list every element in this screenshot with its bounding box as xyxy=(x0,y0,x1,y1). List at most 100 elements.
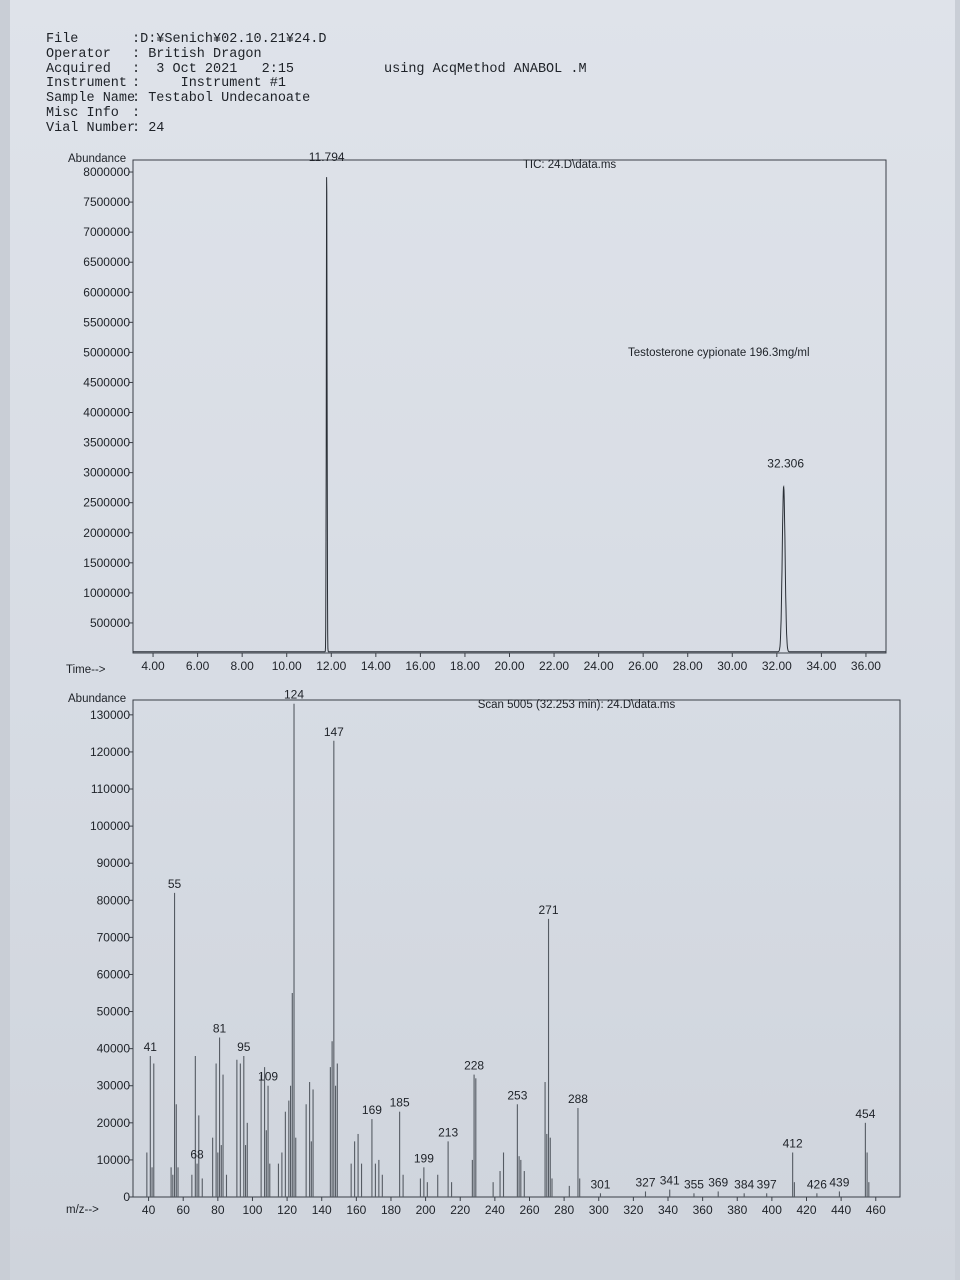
x-tick-label: 340 xyxy=(658,1203,678,1217)
peak-label: 355 xyxy=(684,1177,704,1191)
y-tick-label: 30000 xyxy=(97,1079,131,1093)
y-tick-label: 0 xyxy=(123,1190,130,1204)
peak-label: 397 xyxy=(757,1177,777,1191)
plot-frame xyxy=(132,159,887,654)
header-key: Acquired xyxy=(46,61,111,77)
peak-label: 412 xyxy=(783,1136,803,1150)
y-tick-label: 2500000 xyxy=(83,496,130,510)
report-header: File:D:¥Senich¥02.10.21¥24.D Operator : Br… xyxy=(46,32,587,137)
x-tick-label: 40 xyxy=(142,1203,156,1217)
y-tick-label: 2000000 xyxy=(83,526,130,540)
y-tick-label: 6000000 xyxy=(83,285,130,299)
x-tick-label: 80 xyxy=(211,1203,225,1217)
header-row: Instrument: Instrument #1 xyxy=(46,77,587,92)
header-key: Operator xyxy=(46,46,111,62)
x-tick-label: 140 xyxy=(312,1203,332,1217)
x-tick-label: 34.00 xyxy=(806,659,836,673)
peak-label: 439 xyxy=(829,1175,849,1189)
chart-title: TIC: 24.D\data.ms xyxy=(523,159,617,171)
x-tick-label: 20.00 xyxy=(494,659,524,673)
peak-label: 147 xyxy=(324,725,344,739)
x-tick-label: 120 xyxy=(277,1203,297,1217)
x-tick-label: 400 xyxy=(762,1203,782,1217)
y-tick-label: 4500000 xyxy=(83,375,130,389)
y-tick-label: 5500000 xyxy=(83,315,130,329)
header-value: : Instrument #1 xyxy=(132,76,286,92)
x-tick-label: 32.00 xyxy=(762,659,792,673)
y-tick-label: 1000000 xyxy=(83,586,130,600)
peak-label: 288 xyxy=(568,1092,588,1106)
header-key: Vial Number xyxy=(46,120,136,136)
paper-sheet xyxy=(10,0,955,1280)
header-row: Sample Name: Testabol Undecanoate xyxy=(46,91,587,107)
y-tick-label: 10000 xyxy=(97,1153,131,1167)
y-tick-label: 60000 xyxy=(97,967,131,981)
x-tick-label: 28.00 xyxy=(673,659,703,673)
peak-label: 454 xyxy=(855,1107,875,1121)
header-row: Misc Info: xyxy=(46,105,587,122)
peak-label: 341 xyxy=(660,1174,680,1188)
peak-label: 327 xyxy=(635,1175,655,1189)
peak-label: 124 xyxy=(284,688,304,702)
y-tick-label: 8000000 xyxy=(83,165,130,179)
header-key: Instrument xyxy=(46,76,128,92)
y-tick-label: 1500000 xyxy=(83,556,130,570)
x-axis-label: Time--> xyxy=(66,664,106,676)
y-tick-label: 40000 xyxy=(97,1042,131,1056)
y-tick-label: 50000 xyxy=(97,1005,131,1019)
peak-label: 271 xyxy=(539,903,559,917)
peak-label: 109 xyxy=(258,1070,278,1084)
header-key: Misc Info xyxy=(46,105,119,121)
header-value: : xyxy=(132,105,141,121)
header-row: File:D:¥Senich¥02.10.21¥24.D xyxy=(46,32,587,48)
peak-label: 95 xyxy=(237,1040,251,1054)
y-axis-label: Abundance xyxy=(68,153,126,165)
x-tick-label: 440 xyxy=(831,1203,851,1217)
x-tick-label: 30.00 xyxy=(717,659,747,673)
x-tick-label: 100 xyxy=(242,1203,262,1217)
y-tick-label: 100000 xyxy=(90,819,130,833)
peak-label: 55 xyxy=(168,877,182,891)
y-tick-label: 80000 xyxy=(97,893,131,907)
peak-label: 369 xyxy=(708,1175,728,1189)
peak-annotation: Testosterone cypionate 196.3mg/ml xyxy=(628,347,810,359)
x-tick-label: 300 xyxy=(589,1203,609,1217)
y-tick-label: 6500000 xyxy=(83,255,130,269)
x-tick-label: 240 xyxy=(485,1203,505,1217)
header-value: : British Dragon xyxy=(132,46,262,62)
x-tick-label: 260 xyxy=(519,1203,539,1217)
x-tick-label: 22.00 xyxy=(539,659,569,673)
y-tick-label: 20000 xyxy=(97,1116,131,1130)
x-tick-label: 360 xyxy=(693,1203,713,1217)
peak-label: 228 xyxy=(464,1059,484,1073)
x-tick-label: 380 xyxy=(727,1203,747,1217)
x-tick-label: 4.00 xyxy=(141,659,165,673)
y-tick-label: 7000000 xyxy=(83,225,130,239)
x-tick-label: 26.00 xyxy=(628,659,658,673)
peak-label: 68 xyxy=(190,1148,204,1162)
peak-label: 301 xyxy=(590,1177,610,1191)
x-tick-label: 10.00 xyxy=(272,659,302,673)
y-tick-label: 7500000 xyxy=(83,195,130,209)
x-tick-label: 12.00 xyxy=(316,659,346,673)
peak-label: 41 xyxy=(144,1040,158,1054)
x-tick-label: 24.00 xyxy=(584,659,614,673)
y-tick-label: 110000 xyxy=(91,782,130,796)
x-tick-label: 420 xyxy=(796,1203,816,1217)
peak-label: 185 xyxy=(390,1096,410,1110)
x-tick-label: 18.00 xyxy=(450,659,480,673)
header-value: : 3 Oct 2021 2:15 xyxy=(132,61,295,77)
x-tick-label: 200 xyxy=(416,1203,436,1217)
y-tick-label: 120000 xyxy=(90,745,130,759)
x-tick-label: 180 xyxy=(381,1203,401,1217)
header-key: File xyxy=(46,32,79,47)
x-tick-label: 14.00 xyxy=(361,659,391,673)
header-value: : Testabol Undecanoate xyxy=(132,91,311,107)
header-row: Acquired: 3 Oct 2021 2:15 using AcqMethod… xyxy=(46,61,587,78)
x-tick-label: 60 xyxy=(177,1203,191,1217)
peak-label: 11.794 xyxy=(309,150,345,164)
x-tick-label: 280 xyxy=(554,1203,574,1217)
peak-label: 213 xyxy=(438,1125,458,1139)
x-tick-label: 320 xyxy=(623,1203,643,1217)
